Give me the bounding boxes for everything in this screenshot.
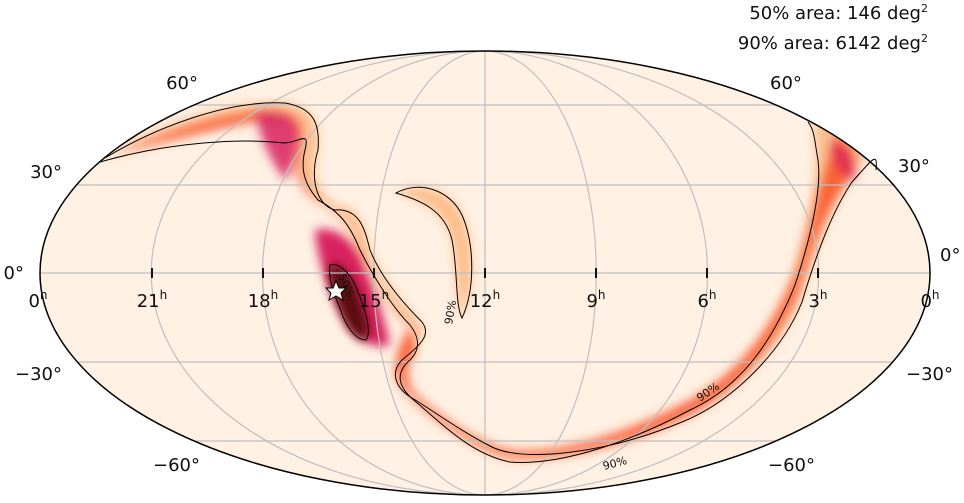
ra-label-21h: 21h	[137, 288, 168, 312]
area-90-annotation: 90% area: 6142 deg2	[737, 32, 928, 54]
dec-label-left-0: 0°	[4, 263, 24, 284]
area-50-annotation: 50% area: 146 deg2	[749, 2, 928, 24]
dec-label-left-minus30: −30°	[15, 364, 62, 385]
ra-labels: 0h 21h 18h 15h 12h 9h 6h 3h 0h	[28, 288, 939, 312]
ra-label-6h: 6h	[697, 288, 716, 312]
ra-label-3h: 3h	[808, 288, 827, 312]
dec-label-left-30: 30°	[30, 162, 62, 183]
dec-label-right-0: 0°	[940, 245, 960, 266]
ra-label-9h: 9h	[586, 288, 605, 312]
ra-label-12h: 12h	[470, 288, 501, 312]
map-border	[39, 50, 931, 496]
dec-labels-left: 60° 30° 0° −30° −60°	[4, 73, 200, 476]
probability-heatmap	[100, 102, 868, 461]
ra-label-0h-right: 0h	[920, 288, 939, 312]
contour-90	[99, 102, 877, 463]
dec-labels-right: 60° 30° 0° −30° −60°	[768, 73, 960, 476]
ra-label-15h: 15h	[359, 288, 390, 312]
dec-label-right-minus30: −30°	[906, 364, 953, 385]
ra-label-0h-left: 0h	[28, 288, 47, 312]
contour-label-90: 90%	[442, 299, 459, 325]
star-marker	[324, 279, 348, 302]
dec-label-right-minus60: −60°	[768, 455, 815, 476]
dec-label-left-60: 60°	[166, 73, 198, 94]
dec-label-right-60: 60°	[770, 73, 802, 94]
dec-label-left-minus60: −60°	[153, 455, 200, 476]
contour-label-90: 90%	[601, 454, 628, 473]
dec-label-right-30: 30°	[898, 156, 930, 177]
ra-label-18h: 18h	[248, 288, 279, 312]
